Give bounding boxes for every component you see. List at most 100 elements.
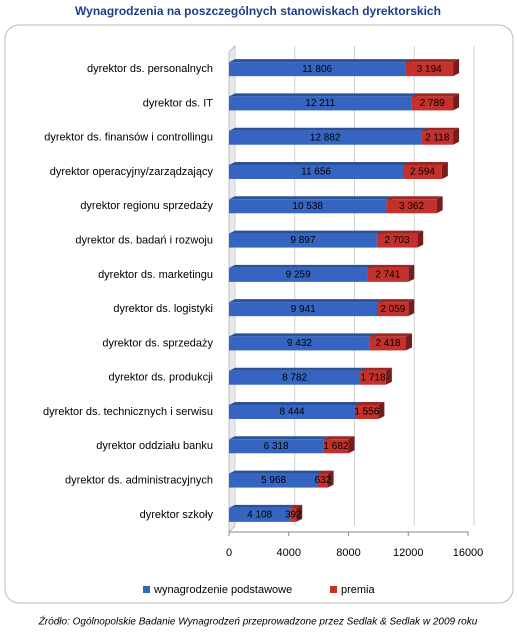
bar xyxy=(229,370,361,385)
y-tick-label: dyrektor ds. administracyjnych xyxy=(65,474,213,486)
value-label: 4 108 xyxy=(247,509,272,520)
y-tick-label: dyrektor ds. finansów i controllingu xyxy=(44,132,213,144)
y-tick-label: dyrektor ds. IT xyxy=(143,97,214,109)
bar-side xyxy=(348,436,355,454)
bar xyxy=(229,507,291,522)
bar-top xyxy=(229,93,418,97)
bar-side xyxy=(408,299,415,317)
bar-top xyxy=(229,436,330,440)
bar xyxy=(229,130,422,145)
x-tick-label: 4000 xyxy=(277,547,301,559)
bar-side xyxy=(436,196,443,214)
value-label: 1 556 xyxy=(354,407,379,418)
bar-top xyxy=(229,470,325,474)
value-label: 9 259 xyxy=(286,269,311,280)
value-label: 11 656 xyxy=(301,167,331,178)
bar-top xyxy=(229,230,383,234)
bar-side xyxy=(327,470,334,488)
value-label: 3 362 xyxy=(399,201,424,212)
legend-label: wynagrodzenie podstawowe xyxy=(153,584,292,596)
bar xyxy=(318,473,328,488)
bar xyxy=(403,165,442,179)
bar xyxy=(229,336,370,351)
y-tick-label: dyrektor ds. sprzedaży xyxy=(102,337,213,349)
source: Źródło: Ogólnopolskie Badanie Wynagrodze… xyxy=(38,615,478,628)
x-tick-label: 8000 xyxy=(336,547,360,559)
bar-top xyxy=(318,470,334,474)
bar xyxy=(229,473,319,488)
bar xyxy=(229,96,412,111)
value-label: 9 941 xyxy=(291,304,316,315)
bar-top xyxy=(229,333,376,337)
bar xyxy=(229,62,406,77)
y-tick-label: dyrektor ds. technicznych i serwisu xyxy=(43,406,213,418)
bar-top xyxy=(367,264,415,268)
bar xyxy=(367,267,409,282)
bar-top xyxy=(355,402,385,405)
bar xyxy=(290,507,297,522)
y-tick-label: dyrektor ds. logistyki xyxy=(113,303,213,315)
bar-top xyxy=(229,264,374,268)
plot-wall xyxy=(228,44,236,534)
bar-top xyxy=(386,196,443,200)
value-label: 8 782 xyxy=(282,372,307,383)
bar-top xyxy=(405,59,460,63)
chart-title: Wynagrodzenia na poszczególnych stanowis… xyxy=(75,4,441,18)
bar xyxy=(376,233,418,248)
bar-top xyxy=(377,299,415,303)
value-label: 632 xyxy=(315,475,332,486)
y-tick-label: dyrektor ds. personalnych xyxy=(87,63,213,75)
value-label: 2 741 xyxy=(375,269,400,280)
bar xyxy=(229,267,368,282)
bar xyxy=(229,405,356,419)
y-tick-label: dyrektor oddziału banku xyxy=(96,440,213,452)
value-label: 9 897 xyxy=(290,235,315,246)
value-label: 2 418 xyxy=(375,338,400,349)
bar-top xyxy=(229,127,428,131)
bar xyxy=(386,199,437,214)
y-tick-label: dyrektor operacyjny/zarządzający xyxy=(50,166,214,178)
bar-side xyxy=(453,127,460,145)
value-label: 2 059 xyxy=(380,304,405,315)
bar-side xyxy=(417,230,424,248)
bar-top xyxy=(229,402,362,405)
y-tick-label: dyrektor ds. badań i rozwoju xyxy=(75,234,213,246)
bar xyxy=(229,439,324,454)
value-label: 1 682 xyxy=(323,441,348,452)
bar xyxy=(411,96,454,111)
bar xyxy=(323,439,349,454)
bar-top xyxy=(229,299,384,303)
bar-top xyxy=(369,333,413,337)
bar xyxy=(229,233,377,248)
bar-top xyxy=(360,367,392,371)
bar-top xyxy=(403,162,448,165)
x-tick-label: 0 xyxy=(226,547,232,559)
bar-side xyxy=(385,367,392,385)
value-label: 9 432 xyxy=(287,338,312,349)
bar-top xyxy=(323,436,355,440)
y-tick-label: dyrektor ds. marketingu xyxy=(98,269,213,281)
y-tick-label: dyrektor ds. produkcji xyxy=(108,372,213,384)
bar xyxy=(355,405,379,419)
bar xyxy=(360,370,386,385)
value-label: 10 538 xyxy=(292,201,323,212)
bar-top xyxy=(229,59,412,63)
bar-top xyxy=(411,93,460,97)
value-label: 2 703 xyxy=(385,235,410,246)
bar-side xyxy=(453,93,460,111)
value-label: 2 118 xyxy=(425,132,450,143)
bar xyxy=(377,302,409,317)
legend-label: premia xyxy=(341,584,376,596)
bar xyxy=(405,62,454,77)
bar-top xyxy=(229,367,367,371)
y-tick-label: dyrektor szkoły xyxy=(140,509,214,521)
legend-swatch xyxy=(143,586,150,593)
value-label: 11 806 xyxy=(302,64,332,75)
bar xyxy=(229,199,387,214)
value-label: 6 318 xyxy=(264,441,289,452)
bar-top xyxy=(376,230,424,234)
bar-top xyxy=(290,504,303,508)
value-label: 392 xyxy=(285,509,302,520)
bar-side xyxy=(453,59,460,77)
